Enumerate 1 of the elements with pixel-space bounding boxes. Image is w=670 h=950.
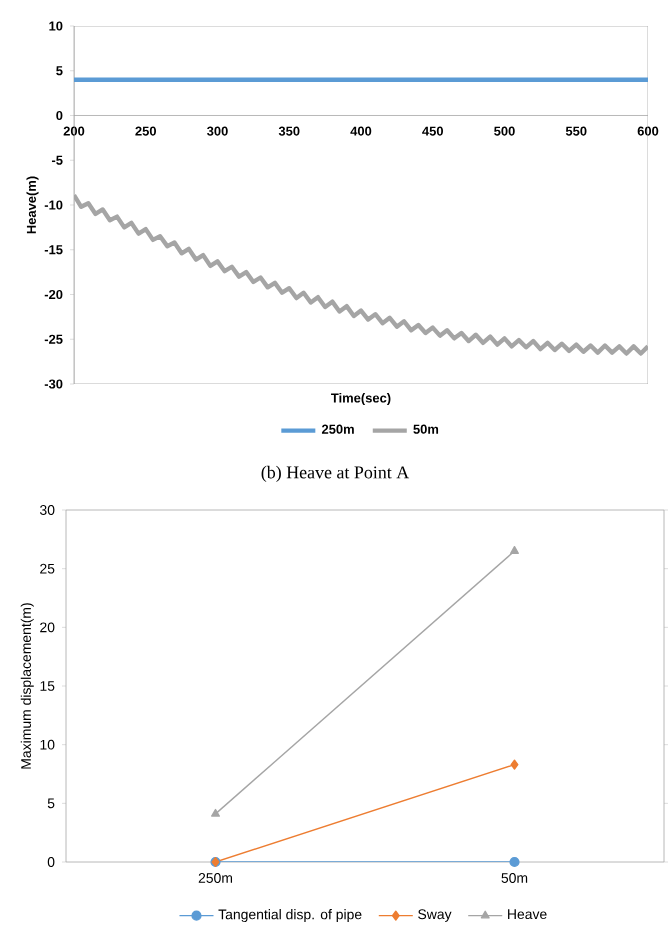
- text: (b) Heave at Point A: [261, 465, 410, 483]
